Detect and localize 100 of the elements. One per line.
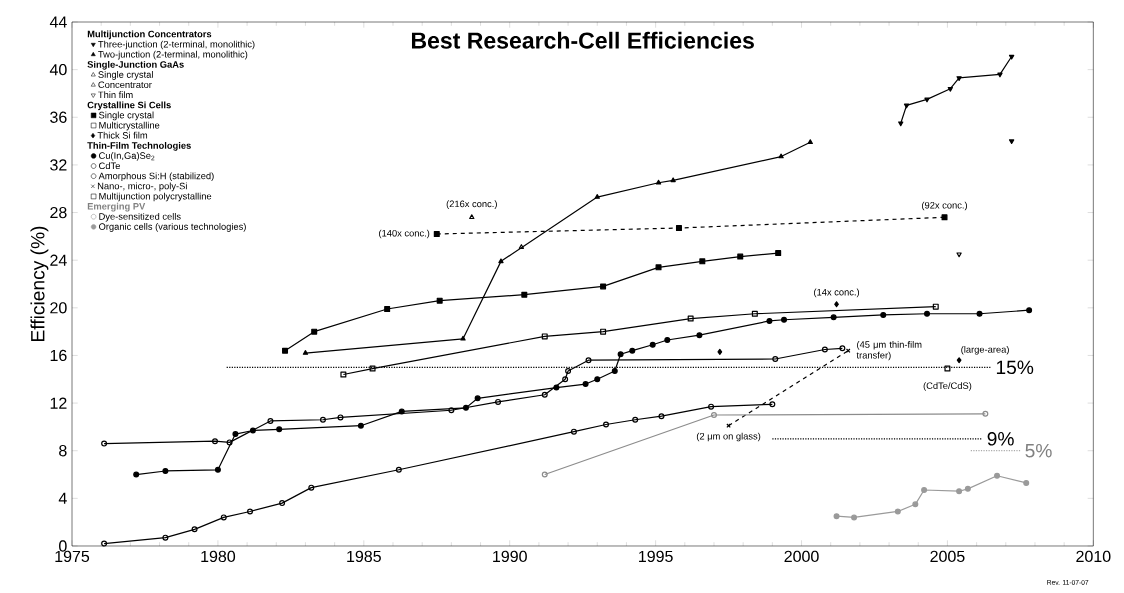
- point: [699, 258, 706, 265]
- annotation: 5%: [1025, 443, 1052, 458]
- point: [964, 485, 971, 492]
- point: [600, 283, 607, 290]
- point: [726, 423, 731, 428]
- point: [279, 499, 286, 506]
- point: [956, 252, 962, 258]
- legend-label: Dye-sensitized cells: [99, 212, 181, 222]
- y-tick-label: 40: [49, 63, 67, 76]
- annotation: (14x conc.): [814, 288, 860, 298]
- point: [1026, 307, 1033, 314]
- point: [594, 376, 601, 383]
- point: [553, 384, 560, 391]
- point: [436, 297, 443, 304]
- legend-label: Thin film: [98, 91, 133, 98]
- annotation: Single-Junction GaAs: [87, 60, 184, 70]
- x-tick-label: 1985: [347, 550, 381, 562]
- point: [214, 466, 221, 473]
- point: [670, 177, 676, 183]
- point: [658, 413, 665, 420]
- point: [247, 508, 254, 515]
- point: [708, 403, 715, 410]
- annotation: Thin-Film Technologies: [87, 141, 191, 151]
- annotation: (92x conc.): [922, 201, 968, 211]
- point: [956, 488, 963, 495]
- x-tick-label: 2005: [930, 550, 965, 562]
- point: [495, 398, 502, 405]
- point: [710, 411, 717, 418]
- y-tick-label: 28: [50, 206, 67, 219]
- point: [276, 426, 283, 433]
- point: [162, 534, 169, 541]
- point: [562, 376, 569, 383]
- point: [302, 349, 309, 355]
- point: [1023, 479, 1030, 486]
- point: [337, 414, 344, 421]
- point: [997, 72, 1003, 78]
- point: [1008, 54, 1015, 60]
- point: [778, 153, 784, 159]
- legend-label: Three-junction (2-terminal, monolithic): [98, 40, 255, 50]
- annotation: (large-area): [961, 345, 1009, 355]
- legend-label: Multijunction polycrystalline: [99, 192, 212, 202]
- point: [474, 395, 481, 402]
- point: [976, 310, 983, 317]
- point: [1008, 139, 1015, 144]
- point: [775, 249, 782, 256]
- point: [898, 121, 904, 127]
- annotation: (2 μm on glass): [696, 432, 761, 442]
- y-tick-label: 8: [59, 444, 67, 457]
- point: [807, 139, 813, 144]
- point: [521, 291, 528, 298]
- point: [249, 427, 256, 434]
- chart-title: Best Research-Cell Efficiencies: [411, 31, 754, 49]
- legend-label: Two-junction (2-terminal, monolithic): [98, 50, 248, 60]
- point: [851, 514, 858, 521]
- point: [834, 301, 839, 308]
- point: [655, 179, 662, 185]
- point: [611, 367, 618, 374]
- point: [924, 97, 930, 103]
- point: [956, 357, 962, 364]
- point: [585, 357, 592, 364]
- point: [675, 224, 682, 231]
- x-tick-label: 1980: [201, 550, 236, 562]
- x-tick-label: 2000: [784, 550, 819, 562]
- point: [947, 86, 954, 92]
- point: [448, 407, 455, 414]
- point: [649, 341, 656, 348]
- point: [717, 348, 723, 355]
- point: [462, 404, 469, 411]
- legend-label: Amorphous Si:H (stabilized): [98, 172, 214, 181]
- y-tick-label: 0: [59, 540, 67, 552]
- y-tick-label: 36: [50, 111, 67, 123]
- y-tick-label: 24: [50, 254, 67, 266]
- x-tick-label: 1975: [55, 550, 90, 562]
- point: [617, 351, 624, 358]
- point: [357, 422, 364, 429]
- point: [384, 305, 391, 312]
- point: [994, 472, 1001, 479]
- point: [340, 371, 347, 378]
- point: [603, 421, 610, 428]
- x-tick-label: 1990: [493, 550, 527, 562]
- y-tick-label: 20: [50, 302, 67, 314]
- x-tick-label: 2010: [1076, 550, 1111, 562]
- annotation: (CdTe/CdS): [923, 382, 972, 391]
- y-tick-label: 12: [50, 397, 67, 409]
- annotation: Multijunction Concentrators: [87, 30, 212, 40]
- point: [498, 258, 504, 264]
- legend-label: Cu(In,Ga)Se$_{2}$: [99, 151, 155, 161]
- point: [696, 332, 703, 339]
- point: [956, 76, 962, 81]
- point: [932, 303, 939, 310]
- point: [267, 417, 274, 424]
- point: [664, 336, 671, 343]
- point: [398, 408, 405, 415]
- point: [369, 365, 376, 372]
- y-tick-label: 32: [50, 159, 67, 171]
- point: [687, 315, 694, 322]
- point: [311, 328, 318, 335]
- point: [894, 508, 901, 515]
- point: [781, 316, 788, 323]
- point: [395, 466, 402, 473]
